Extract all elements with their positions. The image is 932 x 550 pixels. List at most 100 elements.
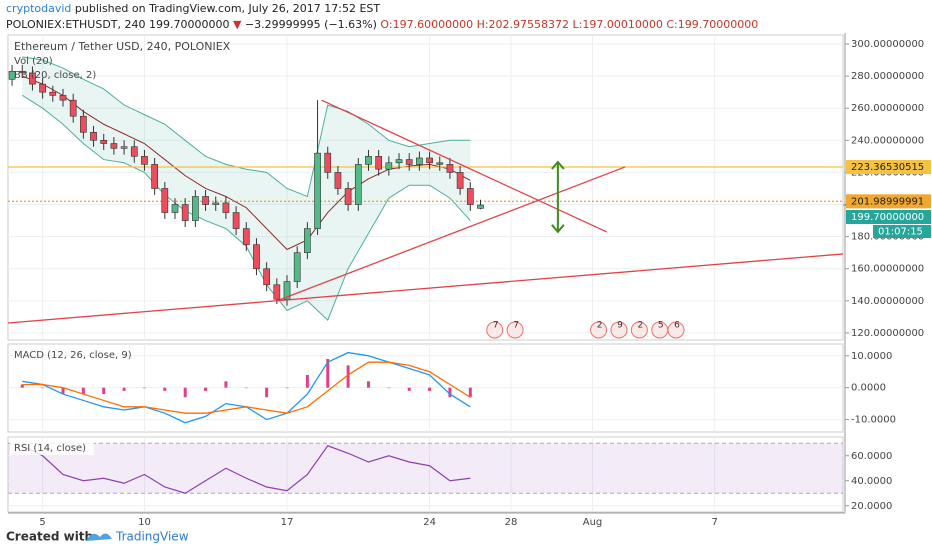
arrow-head xyxy=(551,160,565,234)
candle-body xyxy=(69,99,77,117)
macd-line xyxy=(22,361,471,414)
candle-body xyxy=(395,159,403,164)
author: cryptodavid xyxy=(6,2,71,15)
price-tag-label: 199.70000000 xyxy=(851,212,924,223)
macd-histogram xyxy=(102,387,106,395)
indicator-label: Vol (20) xyxy=(14,56,53,67)
x-tick-label: 28 xyxy=(505,517,518,528)
y-tick-label: 240.00000000 xyxy=(851,135,924,146)
y-tick-label: -10.0000 xyxy=(851,415,896,426)
price-label-box xyxy=(846,160,931,175)
chart-title: Ethereum / Tether USD, 240, POLONIEX xyxy=(14,40,231,53)
rsi-band-fill xyxy=(8,443,843,494)
candle-body xyxy=(375,156,383,170)
rsi-line xyxy=(21,445,471,494)
y-tick-label: 120.00000000 xyxy=(851,328,924,339)
panel-title-box xyxy=(10,441,94,455)
price-label-box xyxy=(846,194,931,209)
candle-body xyxy=(161,188,169,213)
panel-border xyxy=(7,34,844,341)
macd-histogram xyxy=(244,387,248,389)
y-tick-label: 60.0000 xyxy=(851,451,892,462)
y-tick-label: 160.00000000 xyxy=(851,264,924,275)
price-label: 223.36530515 xyxy=(851,162,924,173)
y-tick-label: 300.00000000 xyxy=(851,39,924,50)
event-icon xyxy=(610,321,628,339)
candle-body xyxy=(405,159,413,165)
candle-body xyxy=(59,95,67,101)
y-tick-label: 40.0000 xyxy=(851,476,892,487)
candle-body xyxy=(242,228,250,245)
trend-line xyxy=(321,99,608,233)
x-tick-label: 17 xyxy=(281,517,294,528)
change-arrow: ▼ xyxy=(233,18,242,31)
event-label: 2 xyxy=(597,321,603,331)
candle-body xyxy=(100,140,108,144)
candle-body xyxy=(293,252,301,282)
candle-body xyxy=(18,70,26,74)
indicator-label: BB (20, close, 2) xyxy=(14,70,96,81)
y-tick-label: 140.00000000 xyxy=(851,296,924,307)
candle-body xyxy=(192,196,199,221)
candle-body xyxy=(120,146,128,149)
event-label: 7 xyxy=(513,321,519,331)
macd-histogram xyxy=(183,387,187,398)
candle-body xyxy=(151,164,158,189)
footer-created: Created with xyxy=(6,530,93,544)
candle-body xyxy=(263,268,271,286)
candle-body xyxy=(324,152,332,173)
x-tick-label: 10 xyxy=(138,517,151,528)
countdown: 01:07:15 xyxy=(878,226,923,237)
macd-histogram xyxy=(407,387,411,391)
candle-body xyxy=(334,172,342,189)
candle-body xyxy=(426,157,433,164)
macd-histogram xyxy=(122,387,126,391)
candle-body xyxy=(49,91,57,96)
open: O:197.60000000 xyxy=(380,18,473,31)
macd-histogram xyxy=(224,381,228,388)
logo xyxy=(86,533,112,541)
event-label: 6 xyxy=(674,321,680,331)
macd-histogram xyxy=(265,387,269,398)
event-label: 7 xyxy=(493,321,499,331)
y-tick-label: 260.00000000 xyxy=(851,103,924,114)
candle-body xyxy=(344,188,352,205)
macd-histogram xyxy=(142,387,146,389)
footer-brand[interactable]: TradingView xyxy=(115,530,189,544)
axis-area xyxy=(845,33,932,513)
macd-histogram xyxy=(285,387,289,389)
macd-histogram xyxy=(20,384,24,388)
macd-histogram xyxy=(81,387,85,395)
candle-body xyxy=(79,115,87,133)
symbol-line: POLONIEX:ETHUSDT, 240 199.70000000 ▼ −3.… xyxy=(6,18,758,31)
macd-histogram xyxy=(346,365,350,388)
x-tick-label: 7 xyxy=(712,517,718,528)
low: L:197.00010000 xyxy=(573,18,663,31)
macd-histogram xyxy=(305,374,309,388)
event-label: 9 xyxy=(617,321,623,331)
macd-histogram xyxy=(448,387,452,398)
event-icon xyxy=(486,321,504,339)
candle-body xyxy=(141,156,148,165)
last-price: 199.70000000 xyxy=(149,18,229,31)
macd-histogram xyxy=(387,387,391,389)
candle-body xyxy=(314,152,321,229)
y-tick-label: 20.0000 xyxy=(851,501,892,512)
event-icon xyxy=(590,321,608,339)
band-upper xyxy=(22,56,471,198)
panel-border xyxy=(7,436,844,513)
candle-body xyxy=(304,228,311,253)
band-middle xyxy=(22,75,471,251)
candle-body xyxy=(29,72,36,85)
panel-title: MACD (12, 26, close, 9) xyxy=(14,350,132,361)
candle-body xyxy=(365,156,372,165)
candle-body xyxy=(273,284,281,300)
y-tick-label: 10.0000 xyxy=(851,351,892,362)
macd-histogram xyxy=(468,387,472,398)
event-icon xyxy=(630,321,648,339)
candle-body xyxy=(466,188,474,205)
header-line: cryptodavid published on TradingView.com… xyxy=(6,2,380,15)
high: H:202.97558372 xyxy=(477,18,569,31)
candle-body xyxy=(477,204,484,209)
